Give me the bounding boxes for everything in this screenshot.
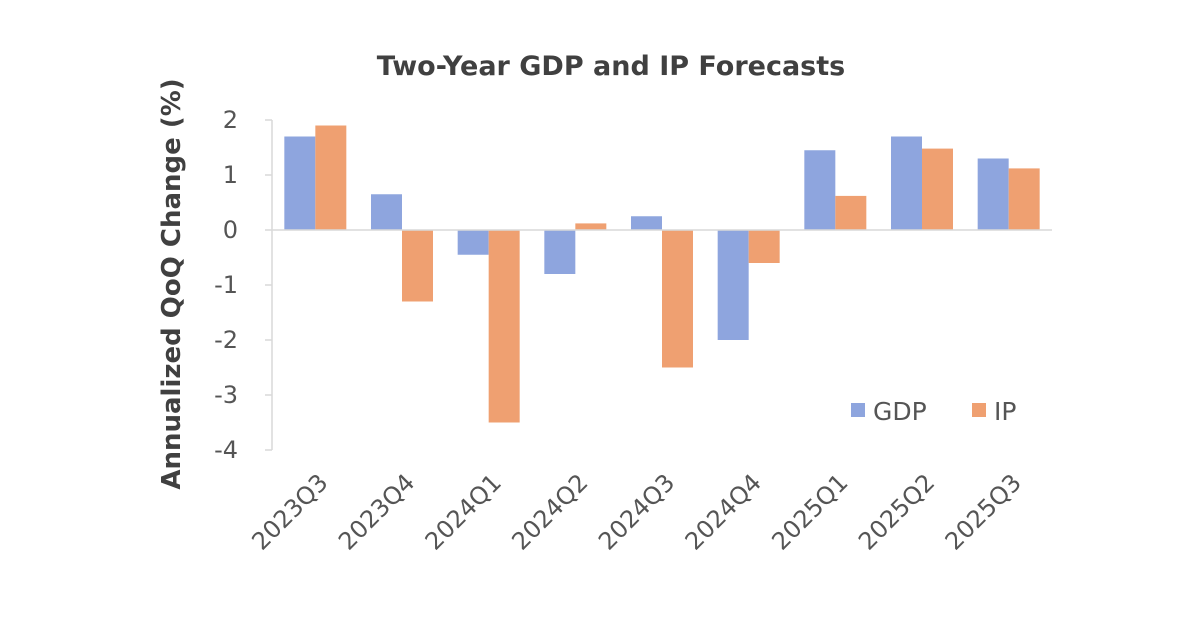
y-tick-label: -3 xyxy=(214,381,238,409)
bars-layer xyxy=(284,125,1040,423)
x-tick-label: 2024Q4 xyxy=(680,468,767,555)
bar-gdp-2024Q3 xyxy=(631,216,662,230)
x-tick-label: 2024Q2 xyxy=(506,468,593,555)
bar-gdp-2025Q2 xyxy=(891,136,922,230)
bar-ip-2023Q4 xyxy=(402,230,433,302)
bar-ip-2025Q1 xyxy=(835,195,867,230)
legend-label-gdp: GDP xyxy=(873,397,927,426)
x-tick-label: 2023Q4 xyxy=(333,468,420,555)
bar-ip-2023Q3 xyxy=(315,125,347,230)
y-tick-label: 1 xyxy=(223,161,238,189)
x-tick-label: 2023Q3 xyxy=(246,468,333,555)
bar-ip-2024Q3 xyxy=(662,230,693,368)
x-tick-label: 2024Q1 xyxy=(420,468,507,555)
bar-gdp-2025Q1 xyxy=(804,150,836,230)
y-tick-label: 2 xyxy=(223,106,238,134)
x-tick-labels: 2023Q3 2023Q4 2024Q1 2024Q2 2024Q3 2024Q4 2025… xyxy=(246,468,1026,555)
bar-ip-2024Q2 xyxy=(575,223,607,230)
y-tick-label: -2 xyxy=(214,326,238,354)
bar-gdp-2024Q1 xyxy=(457,230,489,255)
y-tick-labels: 2 1 0 -1 -2 -3 -4 xyxy=(214,106,238,464)
y-tick-label: -4 xyxy=(214,436,238,464)
x-tick-label: 2025Q1 xyxy=(766,468,853,555)
legend-swatch-ip xyxy=(972,403,986,417)
bar-gdp-2023Q4 xyxy=(371,194,402,230)
bar-gdp-2024Q2 xyxy=(544,230,576,274)
y-tick-label: 0 xyxy=(223,216,238,244)
y-axis-label: Annualized QoQ Change (%) xyxy=(157,78,187,489)
legend-swatch-gdp xyxy=(851,403,865,417)
x-tick-label: 2024Q3 xyxy=(593,468,680,555)
x-tick-label: 2025Q2 xyxy=(853,468,940,555)
bar-ip-2025Q2 xyxy=(922,148,953,230)
bar-ip-2025Q3 xyxy=(1008,168,1040,230)
axis-layer xyxy=(265,119,1052,451)
bar-gdp-2024Q4 xyxy=(717,230,749,340)
bar-ip-2024Q1 xyxy=(488,230,520,423)
x-tick-label: 2025Q3 xyxy=(940,468,1027,555)
bar-gdp-2025Q3 xyxy=(977,158,1009,230)
chart-title: Two-Year GDP and IP Forecasts xyxy=(377,51,845,82)
bar-ip-2024Q4 xyxy=(748,230,780,263)
y-tick-label: -1 xyxy=(214,271,238,299)
legend: GDP IP xyxy=(851,397,1016,426)
legend-label-ip: IP xyxy=(994,397,1016,426)
bar-gdp-2023Q3 xyxy=(284,136,316,230)
